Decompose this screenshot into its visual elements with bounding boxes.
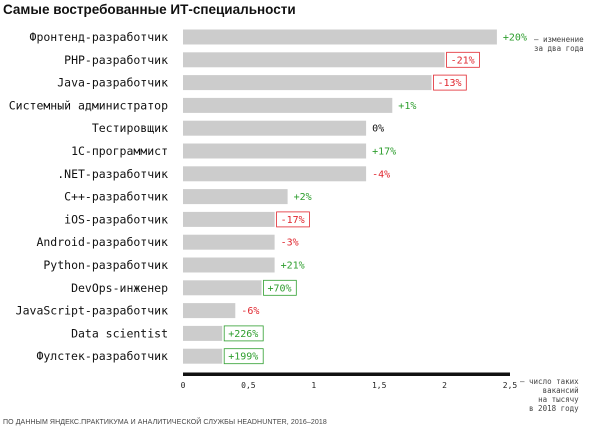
category-label: C++-разработчик bbox=[64, 190, 168, 204]
x-tick-label: 0,5 bbox=[241, 381, 256, 390]
x-axis-line bbox=[183, 372, 510, 376]
category-label: .NET-разработчик bbox=[57, 167, 168, 181]
category-label: Фулстек-разработчик bbox=[36, 349, 168, 363]
bar bbox=[183, 325, 223, 341]
change-label: +199% bbox=[228, 352, 258, 363]
change-label: -21% bbox=[451, 55, 475, 66]
category-label: Фронтенд-разработчик bbox=[30, 30, 169, 44]
x-tick-label: 1,5 bbox=[372, 381, 387, 390]
category-label: iOS-разработчик bbox=[64, 212, 168, 226]
bar bbox=[183, 189, 288, 205]
bar bbox=[183, 97, 393, 113]
change-box bbox=[276, 211, 310, 228]
change-label: 0% bbox=[372, 124, 384, 135]
category-label: JavaScript-разработчик bbox=[16, 304, 168, 318]
change-label: +17% bbox=[372, 147, 396, 158]
category-label: Data scientist bbox=[71, 326, 168, 340]
bar bbox=[183, 120, 367, 136]
change-labels-layer: +20% -21% -13% +1% 0% +17% -4% +2% -17% -3% +21% +7… bbox=[223, 33, 527, 365]
chart-title: Самые востребованные ИТ-специальности bbox=[3, 2, 296, 17]
x-axis: 0 0,5 1 1,5 2 2,5 bbox=[181, 372, 518, 390]
x-tick-label: 0 bbox=[181, 381, 186, 390]
change-box bbox=[223, 348, 264, 365]
category-label: PHP-разработчик bbox=[64, 53, 168, 67]
category-label: Системный администратор bbox=[9, 98, 168, 112]
change-box bbox=[263, 279, 297, 296]
change-label: +2% bbox=[294, 192, 312, 203]
category-label: Java-разработчик bbox=[57, 76, 168, 90]
bar bbox=[183, 257, 275, 273]
change-label: +1% bbox=[398, 101, 416, 112]
category-labels-layer: Фронтенд-разработчик PHP-разработчик Java-… bbox=[9, 30, 168, 363]
change-label: +20% bbox=[503, 33, 527, 44]
bar bbox=[183, 166, 367, 182]
x-axis-note: — число таких вакансий на тысячу в 2018 … bbox=[520, 377, 579, 413]
category-label: Android-разработчик bbox=[36, 235, 168, 249]
change-label: +70% bbox=[268, 283, 292, 294]
x-tick-label: 2 bbox=[442, 381, 447, 390]
bar bbox=[183, 303, 236, 319]
bar bbox=[183, 143, 367, 159]
category-label: DevOps-инженер bbox=[71, 281, 168, 295]
category-label: Тестировщик bbox=[92, 121, 168, 135]
source-note: ПО ДАННЫМ ЯНДЕКС.ПРАКТИКУМА И АНАЛИТИЧЕС… bbox=[3, 419, 327, 426]
change-box bbox=[433, 74, 467, 91]
change-label: -4% bbox=[372, 169, 390, 180]
change-legend-note: — изменение за два года bbox=[534, 35, 584, 53]
change-label: -17% bbox=[281, 215, 305, 226]
change-box bbox=[223, 325, 264, 342]
change-label: +21% bbox=[281, 261, 305, 272]
bar bbox=[183, 29, 497, 45]
bar bbox=[183, 348, 223, 364]
x-tick-label: 2,5 bbox=[503, 381, 518, 390]
bar bbox=[183, 280, 262, 296]
category-label: Python-разработчик bbox=[43, 258, 168, 272]
bars-layer bbox=[183, 29, 497, 364]
bar bbox=[183, 211, 275, 227]
bar bbox=[183, 75, 432, 91]
category-label: 1С-программист bbox=[71, 144, 168, 158]
change-label: -3% bbox=[281, 238, 299, 249]
change-label: -6% bbox=[241, 306, 259, 317]
bar bbox=[183, 234, 275, 250]
change-box bbox=[446, 51, 480, 68]
change-label: -13% bbox=[438, 78, 462, 89]
x-tick-label: 1 bbox=[311, 381, 316, 390]
bar bbox=[183, 52, 445, 68]
change-label: +226% bbox=[228, 329, 258, 340]
